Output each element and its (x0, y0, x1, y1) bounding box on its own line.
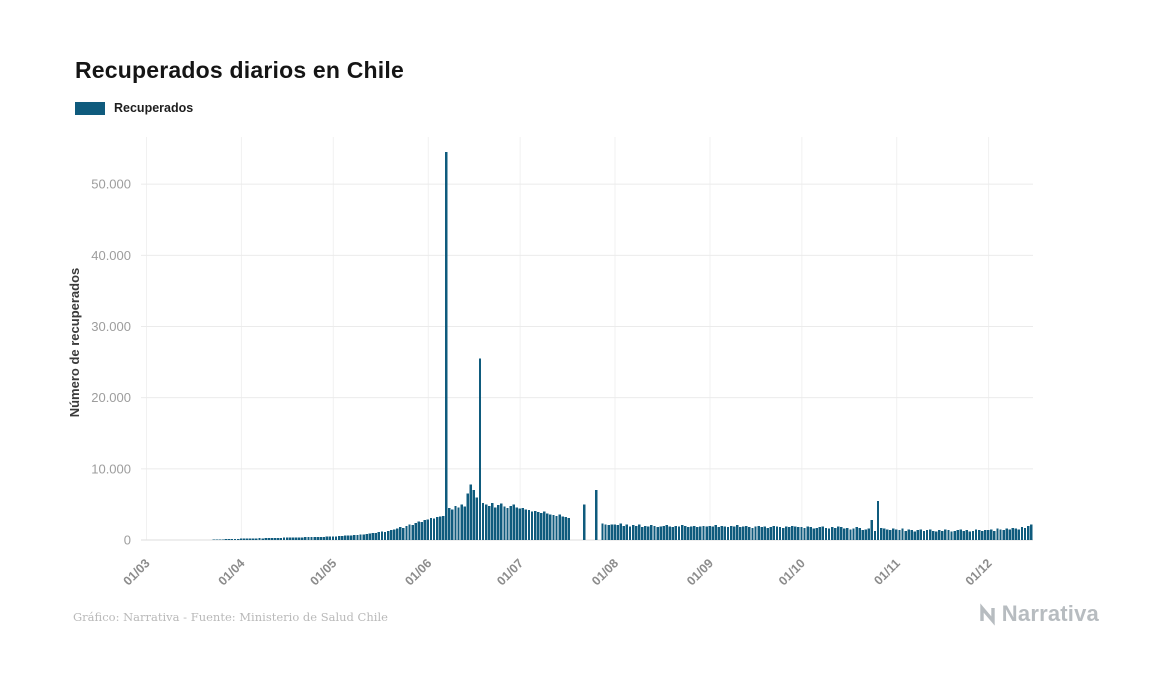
svg-text:0: 0 (124, 533, 131, 548)
svg-text:50.000: 50.000 (91, 177, 131, 192)
svg-text:30.000: 30.000 (91, 319, 131, 334)
svg-text:01/05: 01/05 (307, 556, 339, 588)
svg-text:01/07: 01/07 (494, 556, 526, 588)
narrativa-logo-text: Narrativa (1001, 601, 1099, 626)
svg-text:01/12: 01/12 (963, 556, 995, 588)
svg-text:10.000: 10.000 (91, 461, 131, 476)
svg-text:01/10: 01/10 (776, 556, 808, 588)
svg-text:01/06: 01/06 (402, 556, 434, 588)
svg-text:01/08: 01/08 (589, 556, 621, 588)
chart-title: Recuperados diarios en Chile (75, 57, 404, 84)
svg-text:20.000: 20.000 (91, 390, 131, 405)
legend: Recuperados (75, 101, 193, 115)
legend-label: Recuperados (114, 101, 194, 115)
svg-text:Número de recuperados: Número de recuperados (67, 268, 82, 418)
svg-text:40.000: 40.000 (91, 248, 131, 263)
svg-text:01/11: 01/11 (871, 556, 903, 588)
svg-text:01/03: 01/03 (121, 556, 153, 588)
legend-swatch (75, 101, 105, 115)
narrativa-logo-icon (980, 603, 995, 626)
narrativa-logo: Narrativa (977, 601, 1099, 627)
svg-text:01/09: 01/09 (684, 556, 716, 588)
svg-text:01/04: 01/04 (216, 556, 248, 588)
chart-source: Gráfico: Narrativa - Fuente: Ministerio … (73, 610, 388, 624)
